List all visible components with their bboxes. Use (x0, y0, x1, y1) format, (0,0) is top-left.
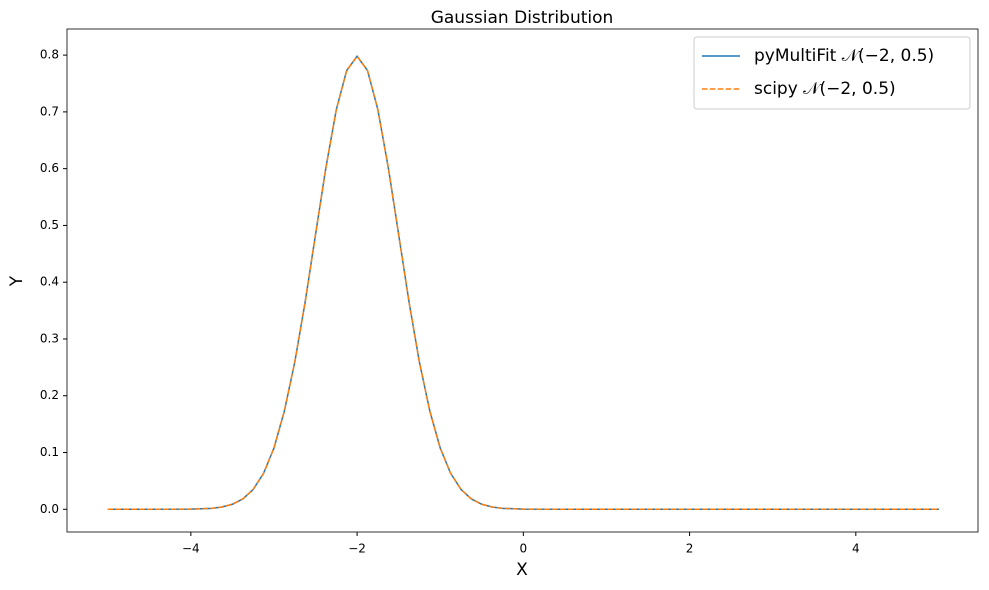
x-tick-label: 0 (520, 542, 528, 556)
y-tick-label: 0.8 (40, 48, 59, 62)
x-axis-label: X (516, 560, 528, 580)
x-tick-label: 2 (686, 542, 694, 556)
series-line (107, 54, 939, 511)
y-axis-label: Y (7, 275, 27, 287)
y-tick-label: 0.1 (40, 445, 59, 459)
y-tick-label: 0.4 (40, 275, 59, 289)
chart-title: Gaussian Distribution (431, 8, 614, 28)
legend-box (693, 36, 971, 110)
x-tick-label: 4 (852, 542, 860, 556)
x-tick-label: −2 (348, 542, 366, 556)
y-tick-label: 0.7 (40, 104, 59, 118)
y-tick-label: 0.5 (40, 218, 59, 232)
plot-frame (66, 28, 979, 533)
y-tick-label: 0.3 (40, 331, 59, 345)
series-line (107, 54, 939, 511)
y-tick-label: 0.0 (40, 502, 59, 516)
y-tick-label: 0.2 (40, 388, 59, 402)
legend-label: pyMultiFit 𝒩(−2, 0.5) (754, 46, 934, 66)
legend-label: scipy 𝒩(−2, 0.5) (754, 79, 896, 99)
y-tick-label: 0.6 (40, 161, 59, 175)
x-tick-label: −4 (182, 542, 200, 556)
